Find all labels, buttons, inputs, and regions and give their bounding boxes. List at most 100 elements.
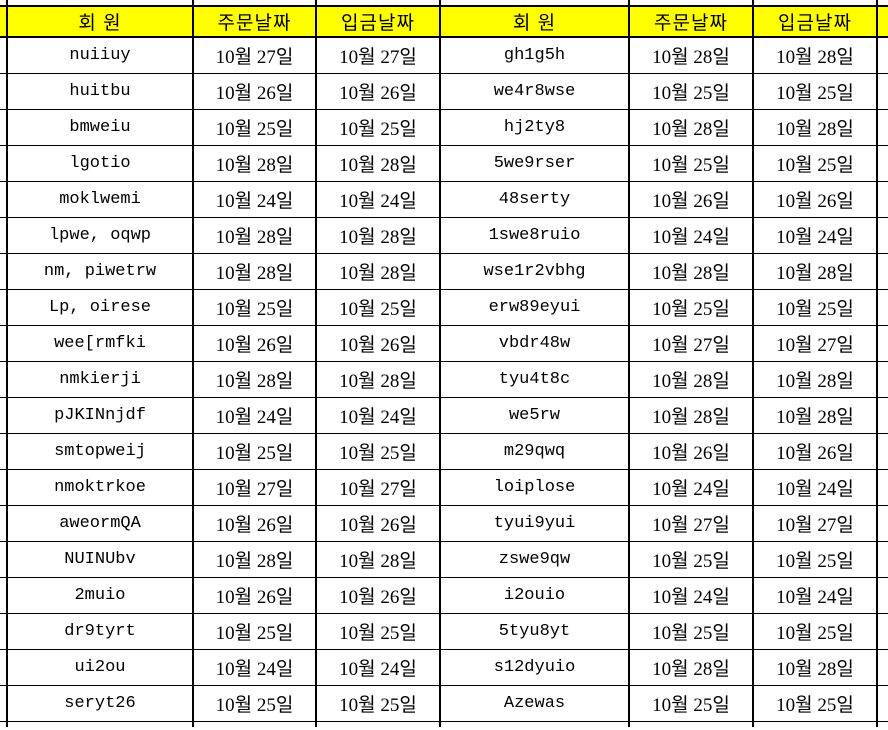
member-cell-right[interactable]: we5rw: [439, 397, 629, 434]
deposit-date-cell-right[interactable]: 10월 28일: [752, 649, 877, 686]
order-date-cell-right[interactable]: 10월 24일: [628, 469, 753, 506]
member-cell-right[interactable]: erw89eyui: [439, 289, 629, 326]
order-date-cell-right[interactable]: 10월 28일: [628, 109, 753, 146]
deposit-date-cell-left[interactable]: 10월 25일: [315, 433, 440, 470]
order-date-cell-right[interactable]: 10월 25일: [628, 613, 753, 650]
deposit-date-cell-left[interactable]: 10월 28일: [315, 217, 440, 254]
deposit-date-cell-right[interactable]: 10월 25일: [752, 685, 877, 722]
order-date-cell-right[interactable]: 10월 28일: [628, 36, 753, 74]
member-cell-left[interactable]: moklwemi: [6, 181, 193, 218]
deposit-date-cell-right[interactable]: 10월 24일: [752, 217, 877, 254]
order-date-cell-right[interactable]: 10월 27일: [628, 325, 753, 362]
deposit-date-cell-left[interactable]: 10월 26일: [315, 73, 440, 110]
deposit-date-cell-right[interactable]: 10월 24일: [752, 469, 877, 506]
member-cell-left[interactable]: nmoktrkoe: [6, 469, 193, 506]
deposit-date-cell-right[interactable]: 10월 25일: [752, 613, 877, 650]
order-date-cell-left[interactable]: 10월 25일: [192, 685, 316, 722]
member-cell-right[interactable]: 1swe8ruio: [439, 217, 629, 254]
order-date-cell-left[interactable]: 10월 25일: [192, 289, 316, 326]
order-date-cell-right[interactable]: 10월 28일: [628, 397, 753, 434]
member-cell-right[interactable]: tyui9yui: [439, 505, 629, 542]
deposit-date-cell-left[interactable]: 10월 28일: [315, 253, 440, 290]
member-cell-left[interactable]: ui2ou: [6, 649, 193, 686]
order-date-cell-left[interactable]: 10월 26일: [192, 325, 316, 362]
order-date-cell-right[interactable]: 10월 28일: [628, 253, 753, 290]
deposit-date-cell-left[interactable]: 10월 24일: [315, 649, 440, 686]
member-cell-left[interactable]: aweormQA: [6, 505, 193, 542]
member-cell-right[interactable]: Azewas: [439, 685, 629, 722]
order-date-cell-left[interactable]: 10월 28일: [192, 217, 316, 254]
deposit-date-cell-right[interactable]: 10월 27일: [752, 325, 877, 362]
order-date-cell-right[interactable]: 10월 27일: [628, 505, 753, 542]
order-date-cell-right[interactable]: 10월 25일: [628, 685, 753, 722]
order-date-cell-right[interactable]: 10월 24일: [628, 577, 753, 614]
member-cell-right[interactable]: 5we9rser: [439, 145, 629, 182]
header-deposit-date-left[interactable]: 입금날짜: [315, 5, 440, 38]
member-cell-right[interactable]: wse1r2vbhg: [439, 253, 629, 290]
deposit-date-cell-left[interactable]: 10월 24일: [315, 397, 440, 434]
header-order-date-right[interactable]: 주문날짜: [628, 5, 753, 38]
order-date-cell-right[interactable]: 10월 25일: [628, 73, 753, 110]
member-cell-right[interactable]: 48serty: [439, 181, 629, 218]
member-cell-right[interactable]: hj2ty8: [439, 109, 629, 146]
order-date-cell-right[interactable]: 10월 24일: [628, 217, 753, 254]
deposit-date-cell-right[interactable]: 10월 28일: [752, 361, 877, 398]
deposit-date-cell-right[interactable]: 10월 26일: [752, 433, 877, 470]
deposit-date-cell-left[interactable]: 10월 25일: [315, 289, 440, 326]
member-cell-left[interactable]: dr9tyrt: [6, 613, 193, 650]
deposit-date-cell-right[interactable]: 10월 28일: [752, 36, 877, 74]
member-cell-right[interactable]: s12dyuio: [439, 649, 629, 686]
member-cell-right[interactable]: m29qwq: [439, 433, 629, 470]
header-deposit-date-right[interactable]: 입금날짜: [752, 5, 877, 38]
order-date-cell-right[interactable]: 10월 26일: [628, 181, 753, 218]
member-cell-left[interactable]: lgotio: [6, 145, 193, 182]
deposit-date-cell-left[interactable]: 10월 25일: [315, 109, 440, 146]
member-cell-right[interactable]: gh1g5h: [439, 36, 629, 74]
order-date-cell-left[interactable]: 10월 28일: [192, 253, 316, 290]
order-date-cell-left[interactable]: 10월 25일: [192, 613, 316, 650]
order-date-cell-left[interactable]: 10월 25일: [192, 433, 316, 470]
deposit-date-cell-left[interactable]: 10월 27일: [315, 36, 440, 74]
deposit-date-cell-left[interactable]: 10월 27일: [315, 469, 440, 506]
order-date-cell-left[interactable]: 10월 26일: [192, 73, 316, 110]
member-cell-left[interactable]: 2muio: [6, 577, 193, 614]
deposit-date-cell-right[interactable]: 10월 28일: [752, 109, 877, 146]
order-date-cell-left[interactable]: 10월 28일: [192, 541, 316, 578]
deposit-date-cell-right[interactable]: 10월 25일: [752, 145, 877, 182]
member-cell-left[interactable]: NUINUbv: [6, 541, 193, 578]
member-cell-left[interactable]: huitbu: [6, 73, 193, 110]
member-cell-left[interactable]: nm, piwetrw: [6, 253, 193, 290]
deposit-date-cell-left[interactable]: 10월 25일: [315, 685, 440, 722]
member-cell-left[interactable]: Lp, oirese: [6, 289, 193, 326]
member-cell-right[interactable]: loiplose: [439, 469, 629, 506]
order-date-cell-left[interactable]: 10월 24일: [192, 649, 316, 686]
header-member-left[interactable]: 회 원: [6, 5, 193, 38]
order-date-cell-right[interactable]: 10월 28일: [628, 649, 753, 686]
deposit-date-cell-left[interactable]: 10월 26일: [315, 505, 440, 542]
member-cell-left[interactable]: pJKINnjdf: [6, 397, 193, 434]
order-date-cell-left[interactable]: 10월 28일: [192, 361, 316, 398]
member-cell-left[interactable]: seryt26: [6, 685, 193, 722]
order-date-cell-right[interactable]: 10월 25일: [628, 289, 753, 326]
member-cell-right[interactable]: tyu4t8c: [439, 361, 629, 398]
member-cell-right[interactable]: i2ouio: [439, 577, 629, 614]
header-order-date-left[interactable]: 주문날짜: [192, 5, 316, 38]
deposit-date-cell-right[interactable]: 10월 24일: [752, 577, 877, 614]
order-date-cell-left[interactable]: 10월 27일: [192, 36, 316, 74]
member-cell-left[interactable]: nmkierji: [6, 361, 193, 398]
order-date-cell-left[interactable]: 10월 27일: [192, 469, 316, 506]
order-date-cell-left[interactable]: 10월 24일: [192, 181, 316, 218]
order-date-cell-left[interactable]: 10월 24일: [192, 397, 316, 434]
deposit-date-cell-right[interactable]: 10월 25일: [752, 541, 877, 578]
deposit-date-cell-left[interactable]: 10월 25일: [315, 613, 440, 650]
deposit-date-cell-right[interactable]: 10월 27일: [752, 505, 877, 542]
order-date-cell-left[interactable]: 10월 28일: [192, 145, 316, 182]
deposit-date-cell-left[interactable]: 10월 26일: [315, 577, 440, 614]
deposit-date-cell-right[interactable]: 10월 26일: [752, 181, 877, 218]
header-member-right[interactable]: 회 원: [439, 5, 629, 38]
order-date-cell-right[interactable]: 10월 25일: [628, 541, 753, 578]
member-cell-right[interactable]: zswe9qw: [439, 541, 629, 578]
member-cell-right[interactable]: we4r8wse: [439, 73, 629, 110]
order-date-cell-left[interactable]: 10월 26일: [192, 577, 316, 614]
member-cell-left[interactable]: bmweiu: [6, 109, 193, 146]
